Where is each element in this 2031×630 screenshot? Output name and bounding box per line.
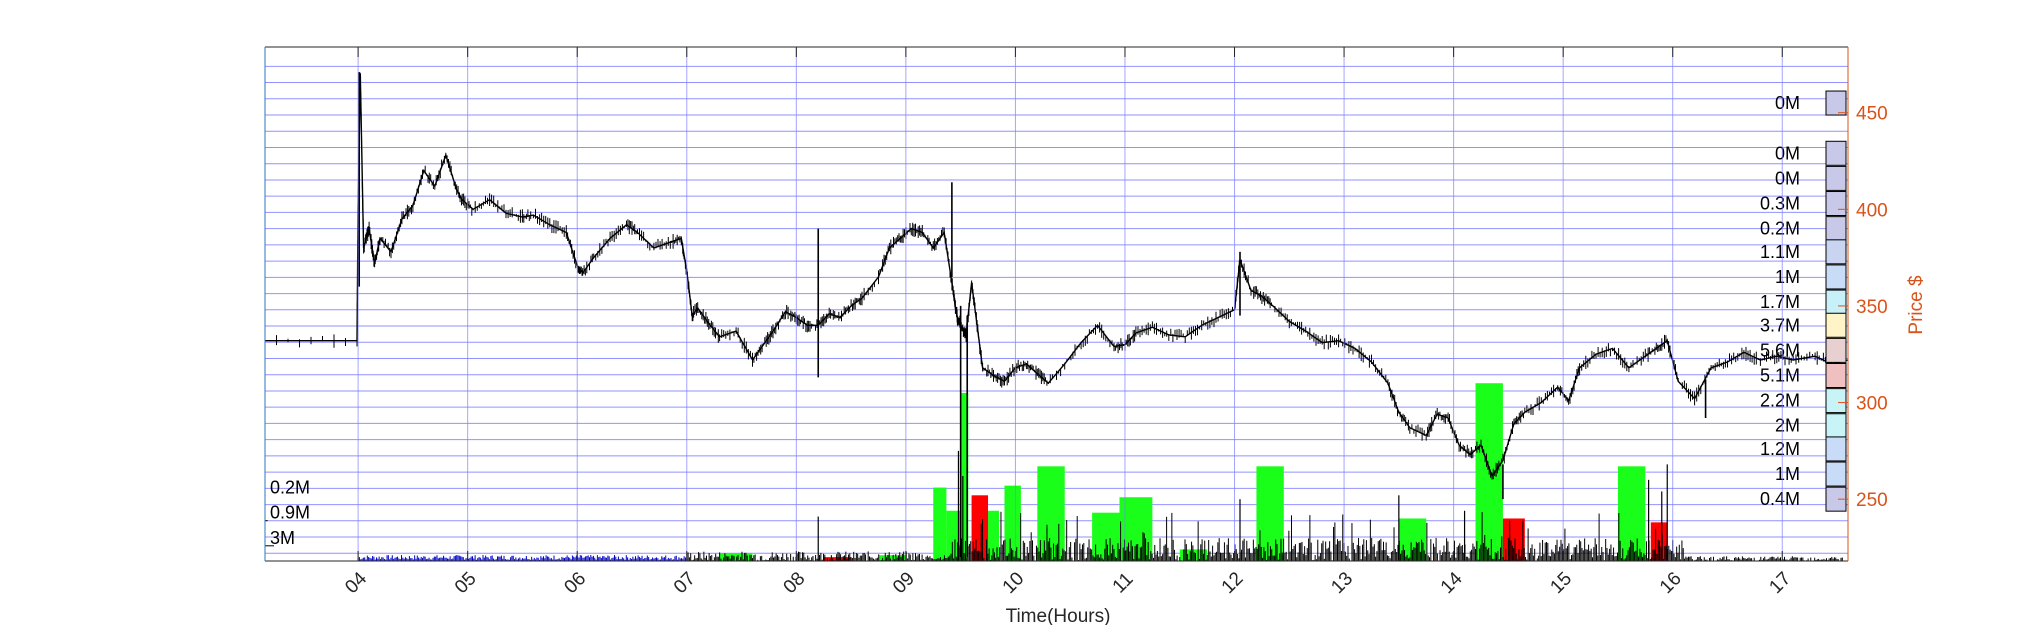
left-profile-label: 0.9M [270,503,310,523]
volume-profile-label: 0M [1775,93,1800,113]
y-tick-label: 300 [1856,394,1888,415]
volume-block-up [1179,549,1208,561]
volume-profile-layer: 0M 0M 0M 0.3M 0.2M 1.1M 1M 1.7M 3.7M 5.6M 5.1M 2.2M… [265,90,1847,548]
y-tick-label: 450 [1856,104,1888,125]
volume-profile-box [1825,165,1847,191]
x-axis-label: Time(Hours) [1006,606,1111,625]
volume-profile-label: 0M [1775,143,1800,163]
volume-block-up [1256,466,1284,561]
volume-profile-box [1825,216,1847,242]
volume-profile-box [1825,413,1847,439]
volume-block-down [823,557,852,561]
volume-profile-label: 1M [1775,464,1800,484]
volume-block-down [1650,522,1668,561]
volume-profile-label: 1.2M [1760,439,1800,459]
volume-profile-label: 0M [1775,168,1800,188]
volume-profile-label: 3.7M [1760,315,1800,335]
volume-profile-box [1825,90,1847,116]
volume-block-up [878,555,906,561]
volume-profile-box [1825,140,1847,166]
volume-profile-label: 2M [1775,416,1800,436]
volume-profile-label: 0.3M [1760,194,1800,214]
y-tick-label: 400 [1856,200,1888,221]
volume-block-up [933,487,947,561]
volume-profile-box [1825,264,1847,290]
volume-profile-label: 2.2M [1760,391,1800,411]
y-tick-label: 250 [1856,490,1888,511]
volume-profile-label: 1.7M [1760,292,1800,312]
volume-profile-box [1825,388,1847,414]
volume-profile-box [1825,289,1847,315]
volume-block-up [988,510,999,561]
volume-block-up [960,392,969,561]
right-axis-label: Price $ [1906,275,1927,335]
volume-profile-label: 0.2M [1760,219,1800,239]
left-profile-label: 3M [270,528,295,548]
volume-profile-label: 1M [1775,267,1800,287]
volume-profile-box [1825,337,1847,363]
volume-profile-box [1825,461,1847,487]
volume-profile-label: 0.4M [1760,489,1800,509]
volume-profile-box [1825,191,1847,217]
volume-block-up [719,553,753,561]
volume-profile-box [1825,239,1847,265]
left-profile-label: 0.2M [270,478,310,498]
volume-profile-label: 5.1M [1760,365,1800,385]
volume-block-up [1037,466,1065,561]
y-tick-label: 350 [1856,297,1888,318]
volume-profile-box [1825,362,1847,388]
volume-profile-box [1825,436,1847,462]
grid-layer [265,47,1848,561]
volume-profile-label: 1.1M [1760,242,1800,262]
volume-block-up [1004,485,1021,561]
volume-block-down [971,495,989,561]
volume-profile-label: 5.6M [1760,340,1800,360]
volume-profile-box [1825,312,1847,338]
